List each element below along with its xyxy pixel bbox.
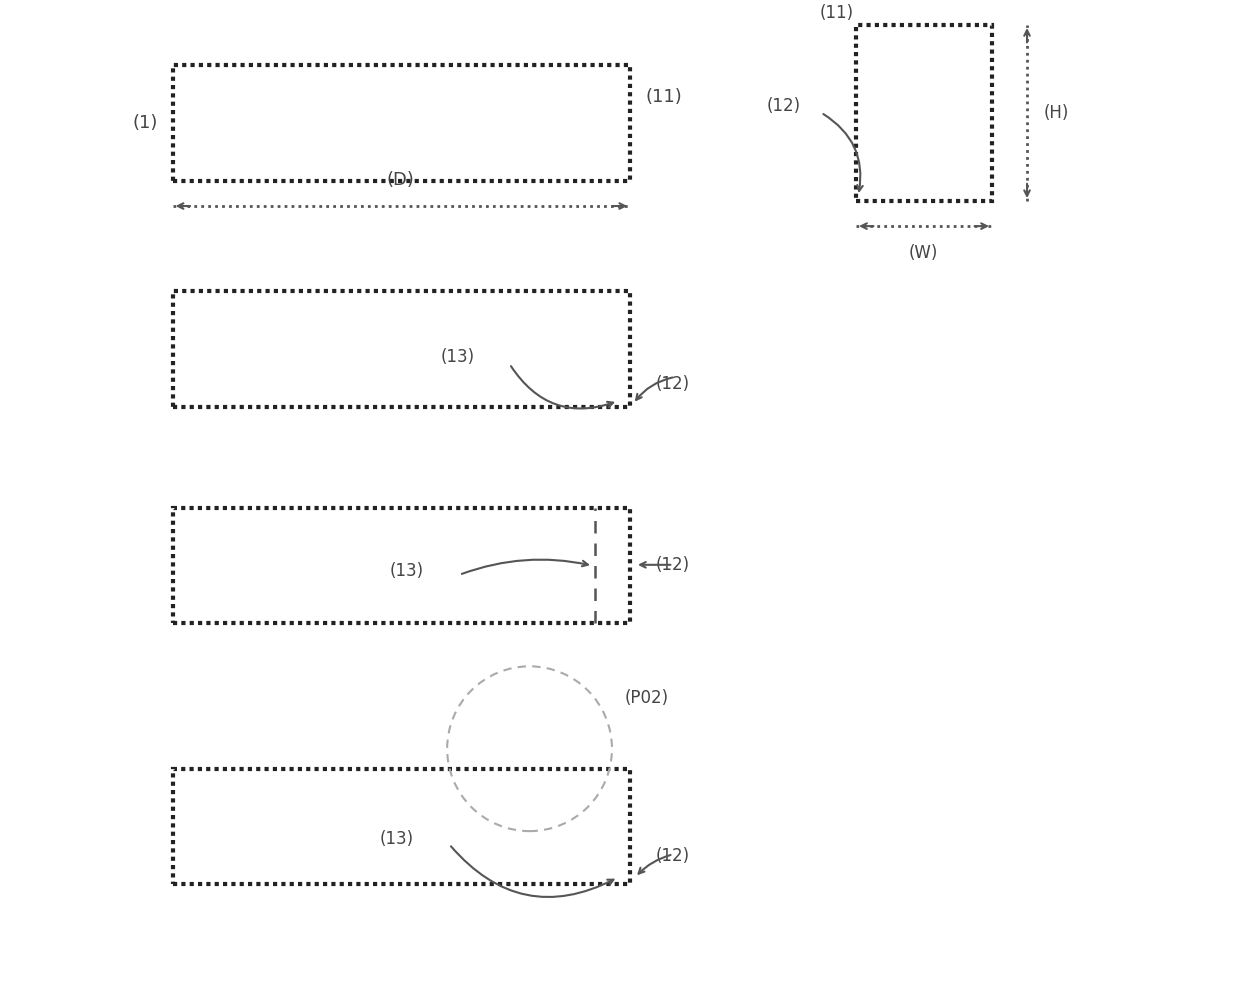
Text: (13): (13) (389, 562, 424, 580)
Text: (W): (W) (909, 244, 939, 262)
Text: (13): (13) (379, 830, 414, 848)
Text: (13): (13) (440, 348, 474, 366)
Text: (12): (12) (655, 847, 689, 865)
Text: (1): (1) (133, 114, 157, 132)
Text: (D): (D) (387, 171, 415, 189)
Text: (12): (12) (766, 96, 801, 115)
Bar (172, 508, 630, 623)
Text: (12): (12) (655, 556, 689, 574)
Bar (172, 291, 630, 407)
Text: (P02): (P02) (625, 689, 670, 708)
Text: (11): (11) (820, 4, 854, 22)
Text: (11): (11) (645, 88, 682, 107)
Bar (856, 25, 992, 201)
Bar (172, 65, 630, 181)
Text: (12): (12) (655, 375, 689, 393)
Bar (172, 769, 630, 884)
Text: (H): (H) (1044, 104, 1069, 122)
